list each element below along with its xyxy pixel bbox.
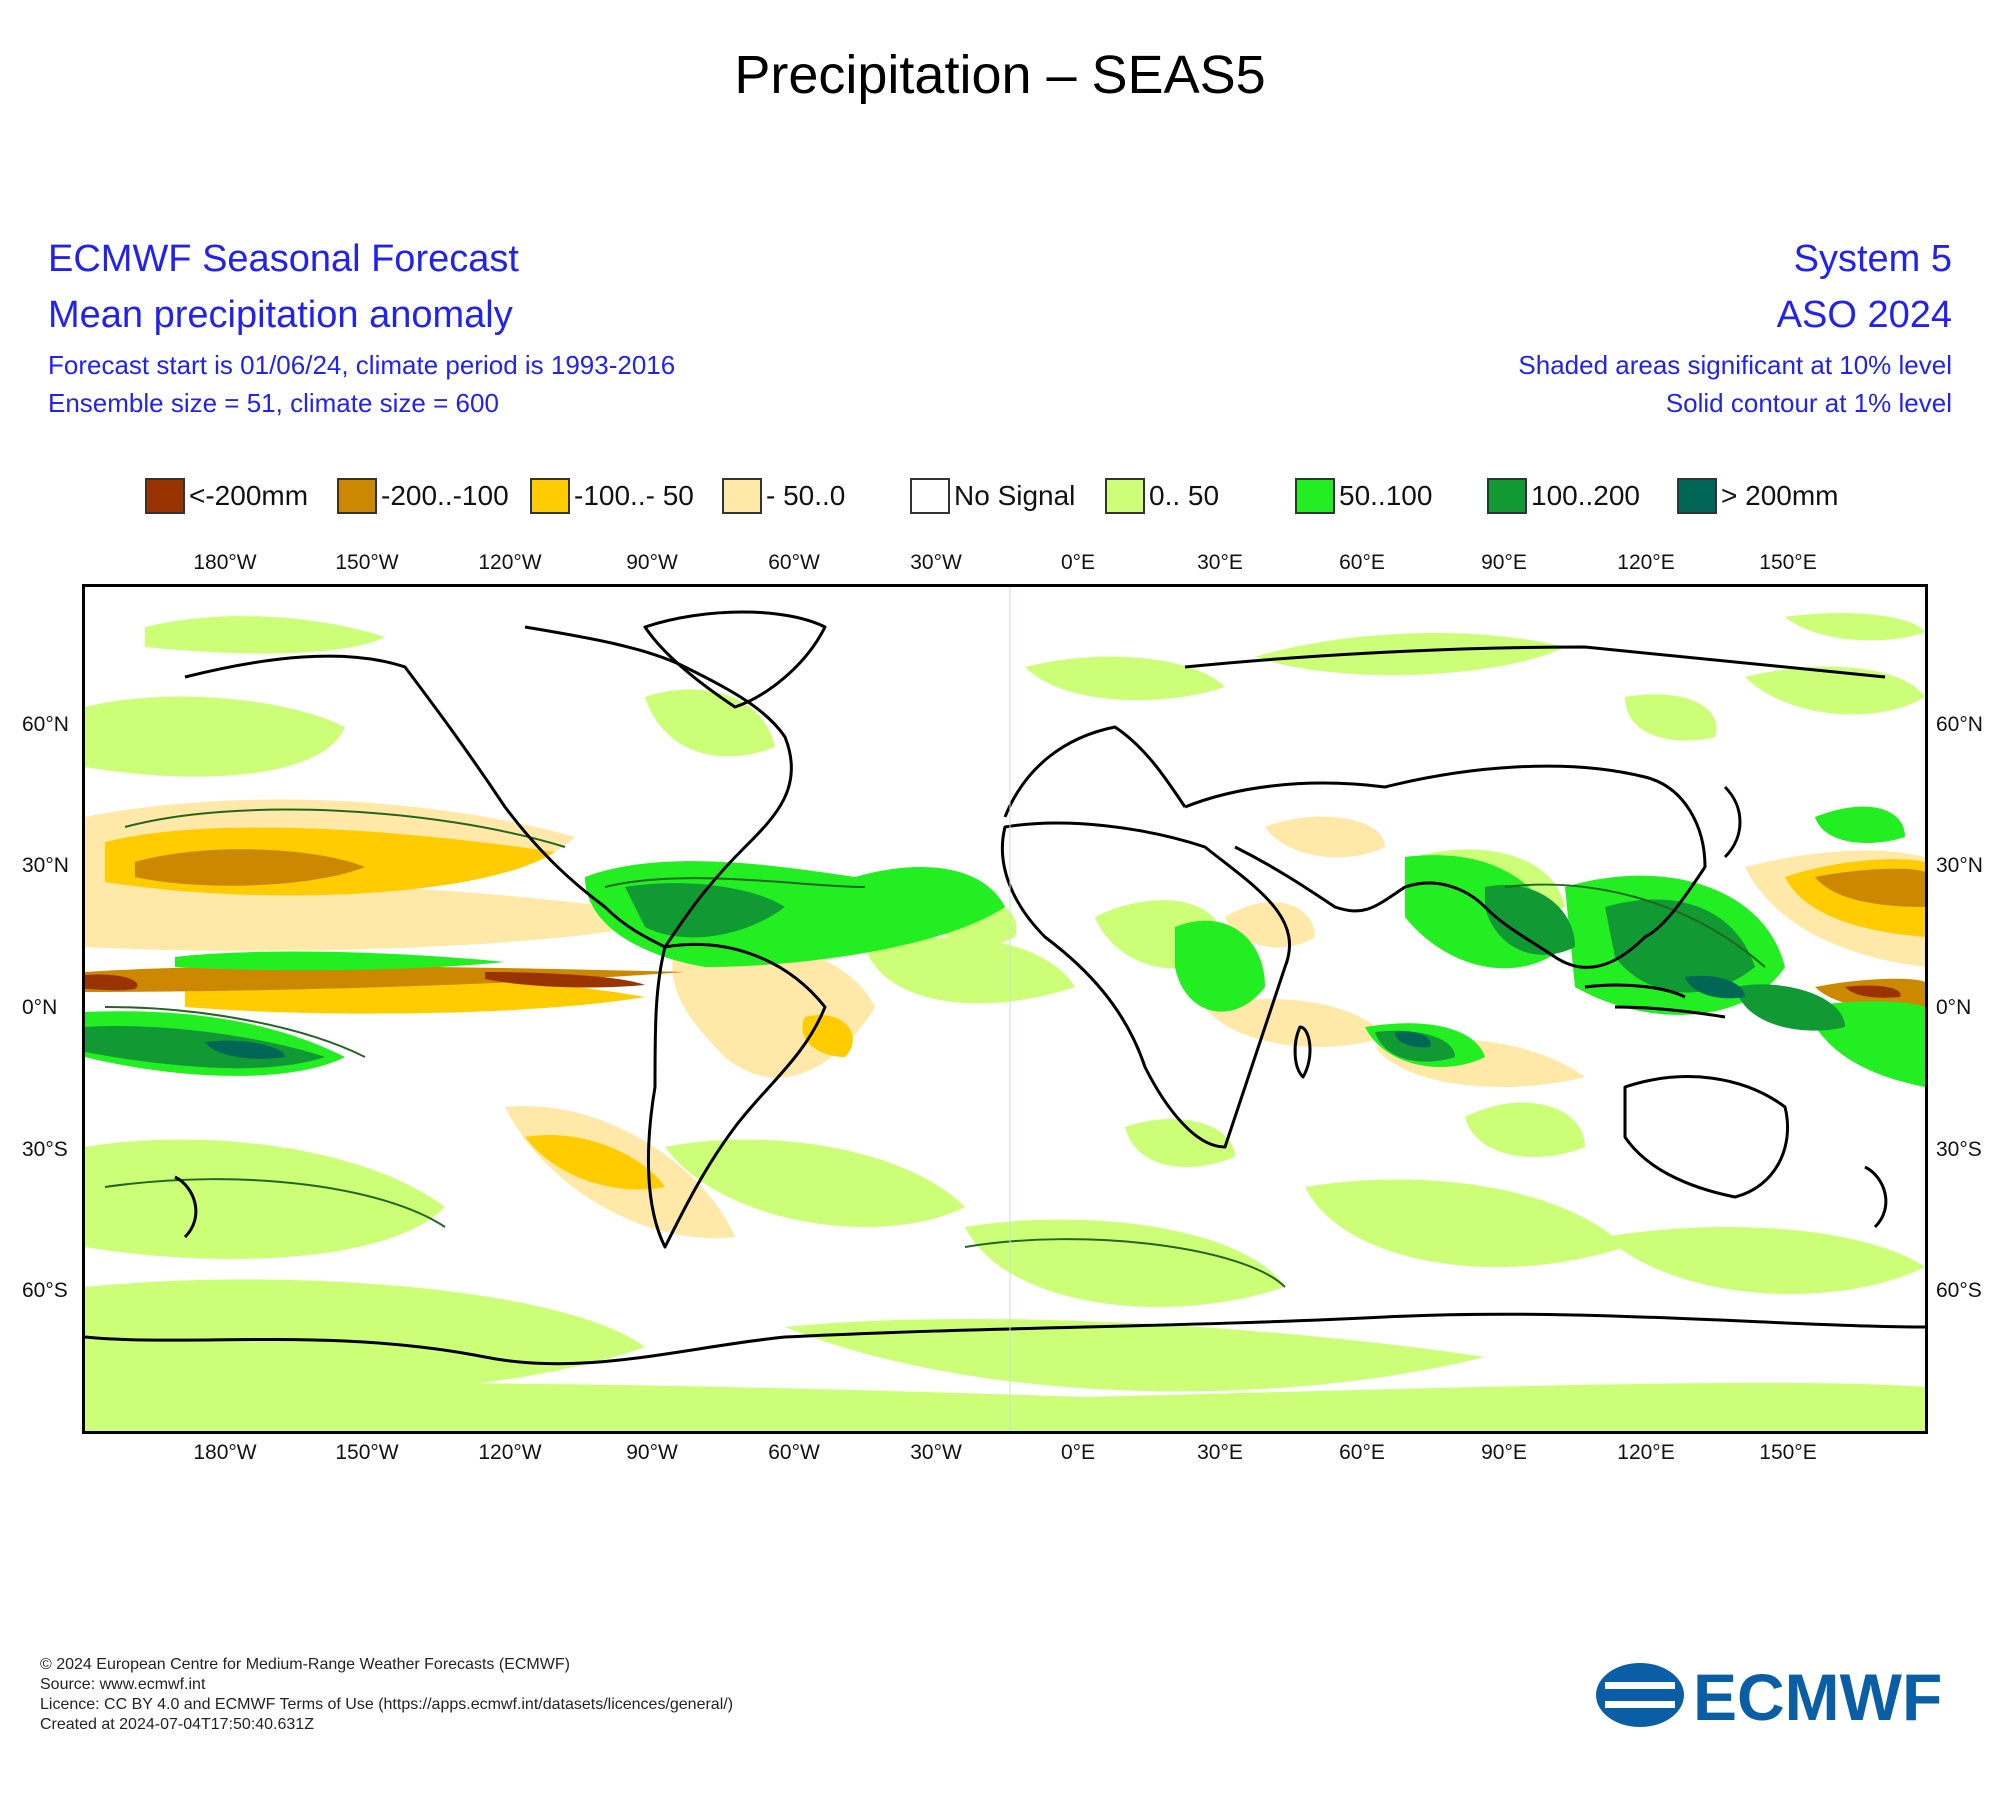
lon-label-bottom: 60°W — [768, 1441, 820, 1464]
legend-label: - 50..0 — [766, 480, 846, 511]
lon-label-bottom: 0°E — [1060, 1441, 1096, 1464]
lon-label-top: 60°E — [1339, 551, 1385, 574]
lon-label-bottom: 150°E — [1759, 1441, 1817, 1464]
legend-label: -100..- 50 — [574, 480, 694, 511]
ecmwf-logo: ECMWF — [1595, 1660, 1975, 1734]
anomaly-shading — [85, 849, 1925, 1017]
header-significance-shaded: Shaded areas significant at 10% level — [1518, 350, 1952, 380]
footer-source: Source: www.ecmwf.int — [40, 1676, 206, 1693]
header-ensemble-size: Ensemble size = 51, climate size = 600 — [48, 388, 499, 418]
footer: © 2024 European Centre for Medium-Range … — [40, 1655, 733, 1735]
lon-label-top: 60°W — [768, 551, 820, 574]
lon-label-bottom: 60°E — [1339, 1441, 1385, 1464]
legend-item: 0.. 50 — [1105, 474, 1219, 518]
legend-swatch — [1295, 478, 1335, 514]
lon-label-top: 90°E — [1481, 551, 1527, 574]
lon-label-top: 90°W — [626, 551, 678, 574]
legend-item: -100..- 50 — [530, 474, 694, 518]
lat-label-right: 0°N — [1936, 996, 1972, 1019]
lat-label-left: 60°N — [22, 713, 69, 736]
legend-item: 50..100 — [1295, 474, 1432, 518]
lon-label-top: 120°W — [478, 551, 542, 574]
legend-item: - 50..0 — [722, 474, 845, 518]
footer-licence: Licence: CC BY 4.0 and ECMWF Terms of Us… — [40, 1696, 734, 1713]
lat-label-left: 30°S — [22, 1138, 68, 1161]
lon-label-top: 30°E — [1197, 551, 1243, 574]
lon-label-top: 150°W — [335, 551, 399, 574]
legend-item: 100..200 — [1487, 474, 1640, 518]
lon-label-top: 150°E — [1759, 551, 1817, 574]
legend-item: -200..-100 — [337, 474, 509, 518]
footer-created: Created at 2024-07-04T17:50:40.631Z — [40, 1716, 314, 1733]
anomaly-shading — [205, 975, 1745, 1059]
lon-label-bottom: 90°E — [1481, 1441, 1527, 1464]
header-system: System 5 — [1793, 238, 1952, 280]
legend-label: 100..200 — [1531, 480, 1640, 511]
footer-copyright: © 2024 European Centre for Medium-Range … — [40, 1656, 570, 1673]
header-forecast-start: Forecast start is 01/06/24, climate peri… — [48, 350, 676, 380]
lon-label-top: 120°E — [1617, 551, 1675, 574]
legend-label: <-200mm — [189, 480, 309, 511]
anomaly-shading — [85, 972, 1901, 998]
logo-text: ECMWF — [1693, 1660, 1942, 1730]
legend-swatch — [722, 478, 762, 514]
lon-label-bottom: 120°W — [478, 1441, 542, 1464]
legend-item: > 200mm — [1677, 474, 1839, 518]
legend-swatch — [1105, 478, 1145, 514]
lat-label-right: 60°N — [1936, 713, 1983, 736]
header-season: ASO 2024 — [1776, 294, 1952, 336]
anomaly-shading — [85, 612, 1925, 1431]
legend-label: > 200mm — [1721, 480, 1839, 511]
lon-label-top: 30°W — [910, 551, 962, 574]
legend-label: 0.. 50 — [1149, 480, 1220, 511]
lon-label-top: 0°E — [1060, 551, 1096, 574]
lon-label-bottom: 30°E — [1197, 1441, 1243, 1464]
lon-label-bottom: 180°W — [193, 1441, 257, 1464]
lon-label-bottom: 150°W — [335, 1441, 399, 1464]
lat-label-left: 60°S — [22, 1279, 68, 1302]
legend-swatch — [337, 478, 377, 514]
lat-label-right: 30°S — [1936, 1138, 1982, 1161]
lat-label-right: 60°S — [1936, 1279, 1982, 1302]
header-significance-contour: Solid contour at 1% level — [1665, 388, 1952, 418]
anomaly-map-svg — [85, 587, 1925, 1431]
lat-label-left: 0°N — [22, 996, 58, 1019]
legend-swatch — [910, 478, 950, 514]
anomaly-map — [82, 584, 1928, 1434]
page-title: Precipitation – SEAS5 — [734, 45, 1266, 105]
header-variable-name: Mean precipitation anomaly — [48, 294, 513, 336]
lat-label-left: 30°N — [22, 854, 69, 877]
legend-label: No Signal — [954, 480, 1076, 511]
legend-item: <-200mm — [145, 474, 308, 518]
header-product-name: ECMWF Seasonal Forecast — [48, 238, 519, 280]
legend-swatch — [530, 478, 570, 514]
lon-label-bottom: 120°E — [1617, 1441, 1675, 1464]
lon-label-top: 180°W — [193, 551, 257, 574]
legend-swatch — [145, 478, 185, 514]
anomaly-shading — [85, 883, 1845, 1069]
legend-label: 50..100 — [1339, 480, 1433, 511]
legend-swatch — [1677, 478, 1717, 514]
legend-item: No Signal — [910, 474, 1075, 518]
coastlines — [85, 610, 1925, 1366]
lon-label-bottom: 90°W — [626, 1441, 678, 1464]
color-legend: <-200mm -200..-100 -100..- 50 - 50..0 No… — [0, 474, 2000, 518]
ecmwf-logo-icon: ECMWF — [1596, 1660, 1942, 1734]
significance-contours — [104, 808, 1766, 1288]
legend-label: -200..-100 — [381, 480, 509, 511]
lon-label-bottom: 30°W — [910, 1441, 962, 1464]
lat-label-right: 30°N — [1936, 854, 1983, 877]
legend-swatch — [1487, 478, 1527, 514]
